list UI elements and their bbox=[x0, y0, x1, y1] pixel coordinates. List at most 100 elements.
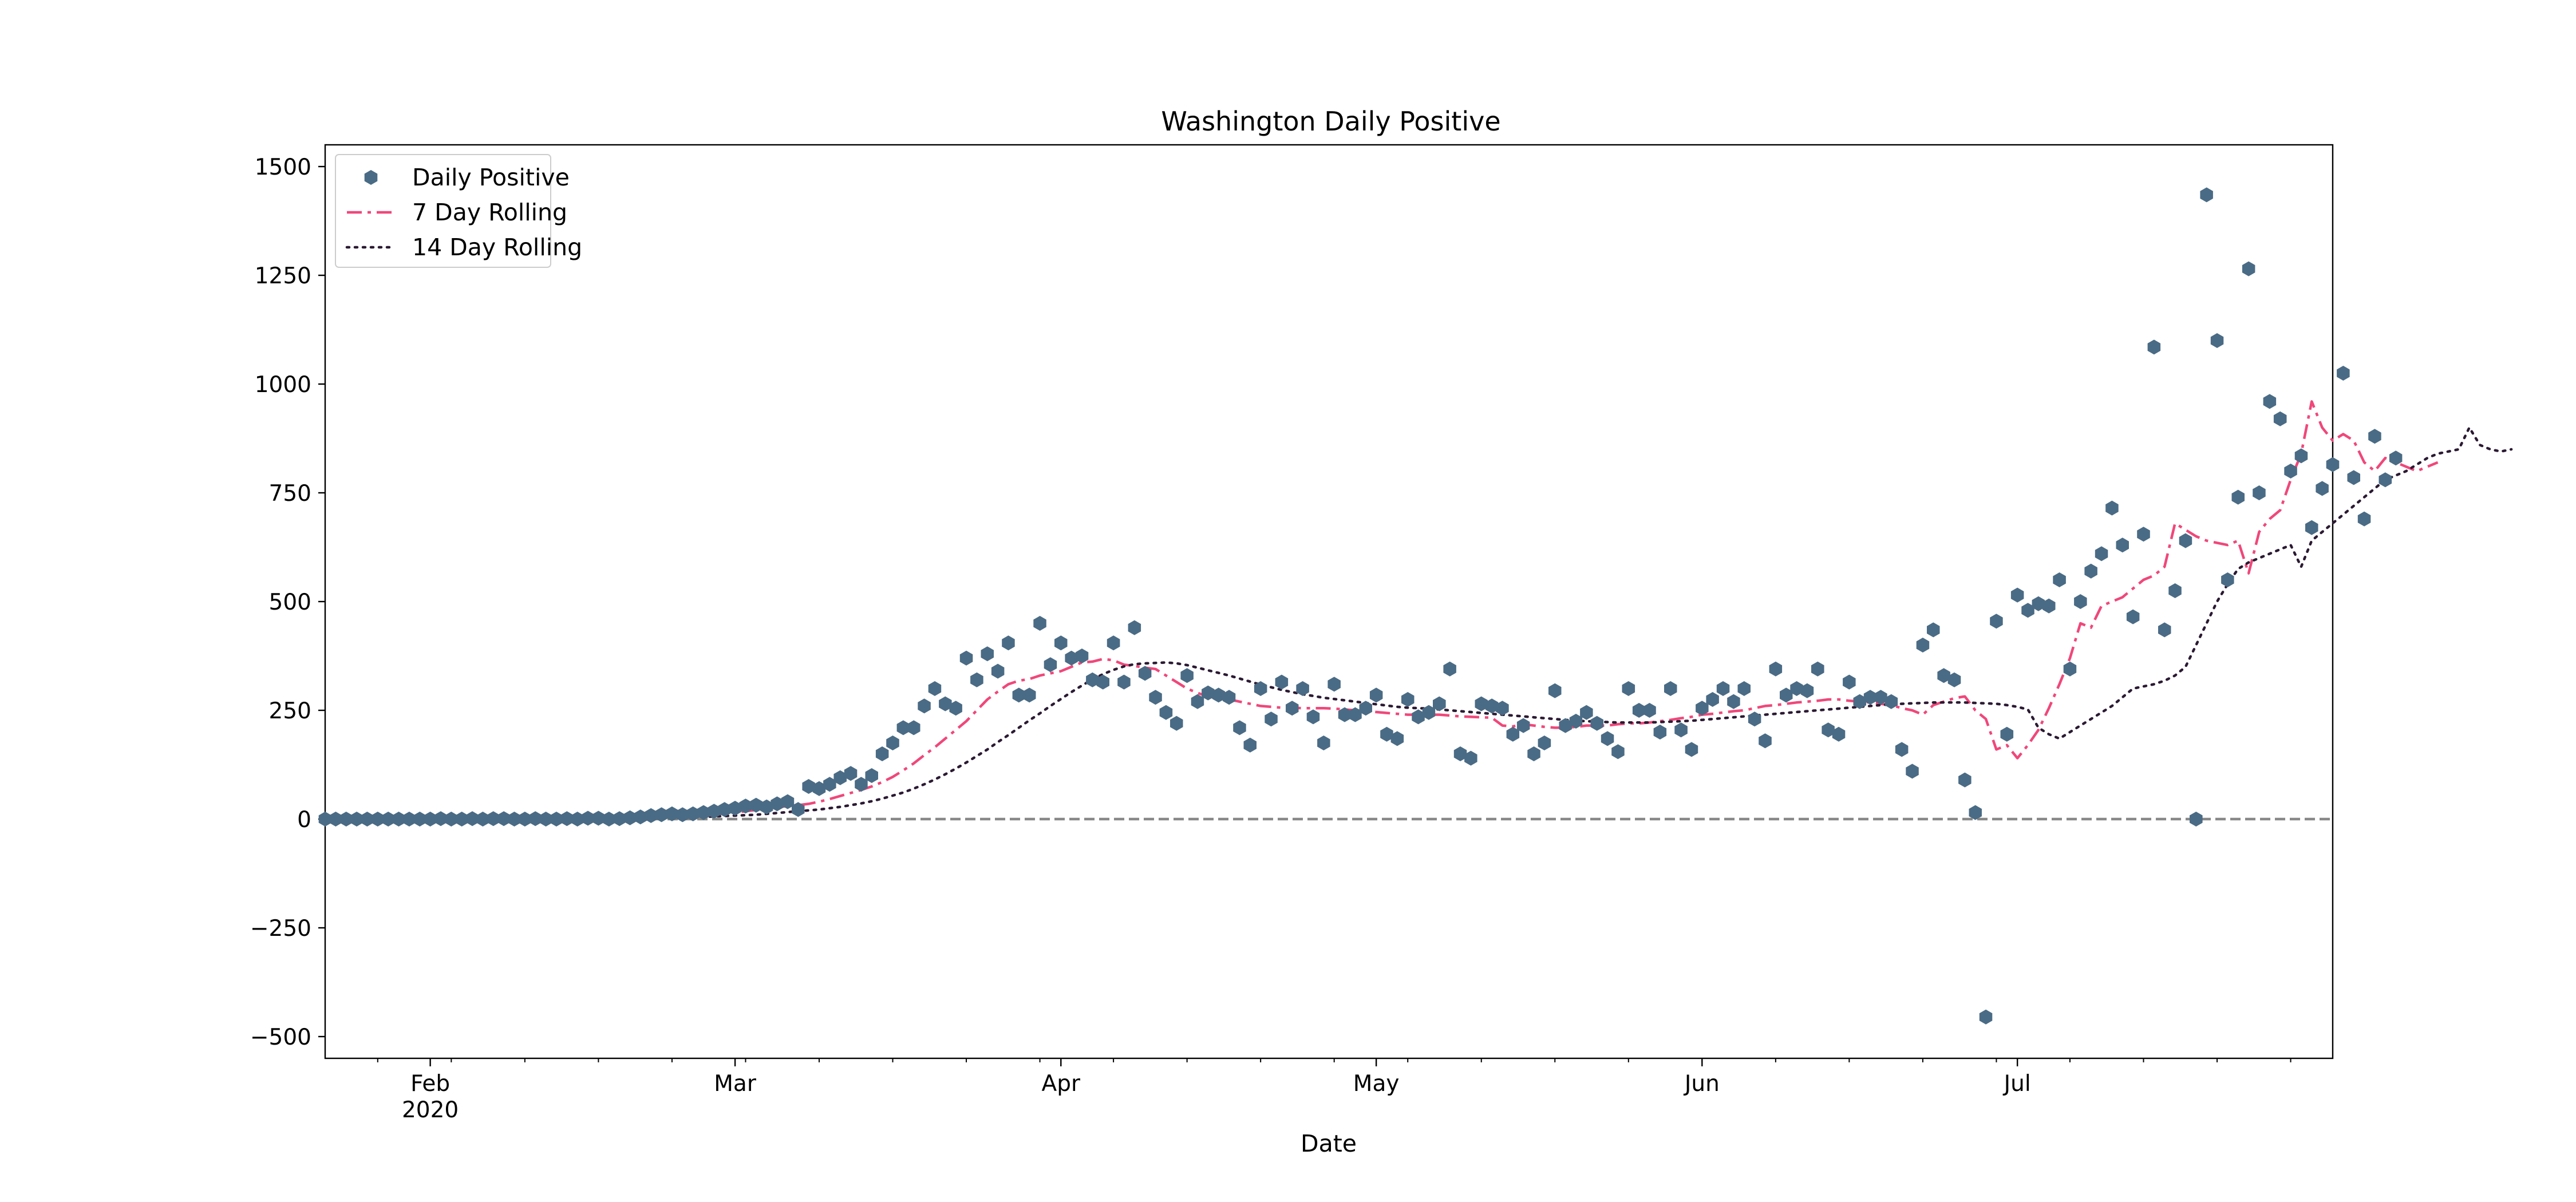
data-point bbox=[1496, 701, 1509, 716]
data-point bbox=[728, 801, 742, 816]
data-point bbox=[2221, 572, 2234, 587]
data-point bbox=[802, 779, 815, 794]
data-point bbox=[1916, 638, 1930, 653]
data-point bbox=[823, 777, 836, 792]
plot-frame bbox=[324, 144, 2334, 1059]
data-point bbox=[1475, 696, 1488, 711]
data-point bbox=[1727, 694, 1740, 709]
data-point bbox=[1390, 731, 1404, 746]
data-point bbox=[1653, 725, 1667, 740]
data-point bbox=[2095, 546, 2108, 562]
legend-marker bbox=[364, 170, 378, 185]
data-point bbox=[371, 812, 385, 827]
data-point bbox=[2305, 520, 2318, 535]
y-tick-label: −500 bbox=[250, 1025, 311, 1050]
data-point bbox=[529, 811, 542, 827]
data-point bbox=[865, 768, 878, 783]
data-point bbox=[1748, 711, 1761, 727]
data-point bbox=[1212, 687, 1225, 703]
data-point bbox=[1947, 672, 1961, 687]
data-point bbox=[539, 812, 552, 827]
data-point bbox=[1233, 720, 1246, 736]
data-point bbox=[792, 802, 805, 817]
data-point bbox=[2337, 366, 2350, 381]
y-tick-label: −250 bbox=[250, 916, 311, 942]
data-point bbox=[1516, 718, 1530, 733]
data-point bbox=[1822, 722, 1835, 738]
data-point bbox=[812, 781, 826, 796]
data-point bbox=[2074, 594, 2087, 609]
data-point bbox=[2284, 464, 2297, 479]
data-point bbox=[1464, 750, 1477, 766]
data-point bbox=[1317, 736, 1330, 750]
data-point bbox=[1759, 733, 1772, 749]
series-line-14-day-rolling bbox=[323, 426, 2513, 821]
data-point bbox=[1065, 650, 1078, 666]
data-point bbox=[1580, 705, 1593, 720]
data-point bbox=[329, 812, 342, 827]
data-point bbox=[1800, 683, 1814, 698]
data-point bbox=[424, 812, 437, 827]
data-point bbox=[2347, 470, 2360, 485]
data-point bbox=[1170, 715, 1183, 731]
data-point bbox=[1832, 726, 1846, 742]
data-point bbox=[1286, 701, 1299, 716]
data-point bbox=[2042, 598, 2056, 614]
data-point bbox=[739, 798, 752, 814]
data-point bbox=[1958, 772, 1971, 788]
data-point bbox=[550, 812, 563, 827]
data-point bbox=[634, 809, 647, 825]
data-point bbox=[2273, 411, 2287, 426]
data-point bbox=[1927, 622, 1940, 638]
data-point bbox=[928, 681, 942, 696]
data-point bbox=[1664, 681, 1677, 696]
data-point bbox=[2326, 457, 2340, 472]
data-point bbox=[1012, 687, 1026, 703]
data-point bbox=[581, 810, 595, 826]
data-point bbox=[2316, 481, 2329, 496]
data-point bbox=[1716, 681, 1730, 696]
data-point bbox=[1811, 661, 1824, 677]
data-point bbox=[1906, 764, 1919, 779]
data-point bbox=[1737, 681, 1751, 696]
x-tick-label: Jul bbox=[2002, 1071, 2031, 1097]
data-point bbox=[2158, 622, 2171, 638]
data-point bbox=[2179, 533, 2192, 548]
data-point bbox=[1559, 718, 1572, 733]
data-point bbox=[2379, 472, 2392, 488]
data-point bbox=[939, 696, 952, 711]
data-point bbox=[1874, 690, 1887, 705]
data-point bbox=[2147, 339, 2161, 355]
data-point bbox=[1191, 694, 1204, 709]
y-tick-label: 0 bbox=[297, 807, 311, 833]
x-tick-label: Apr bbox=[1042, 1071, 1081, 1097]
scatter-points bbox=[318, 187, 2403, 1025]
data-point bbox=[708, 804, 721, 819]
data-point bbox=[896, 720, 910, 736]
x-axis-label: Date bbox=[1301, 1130, 1357, 1157]
data-point bbox=[1159, 705, 1173, 720]
y-tick-label: 500 bbox=[269, 590, 311, 615]
chart-title: Washington Daily Positive bbox=[1161, 106, 1500, 137]
data-point bbox=[571, 812, 584, 827]
data-point bbox=[1401, 692, 1415, 707]
data-point bbox=[1790, 681, 1803, 696]
data-point bbox=[2000, 726, 2014, 742]
data-point bbox=[445, 812, 458, 827]
data-point bbox=[2137, 527, 2150, 542]
data-point bbox=[2368, 429, 2381, 444]
data-point bbox=[1086, 672, 1099, 687]
data-point bbox=[1128, 620, 1141, 635]
data-point bbox=[508, 812, 521, 827]
series-line-7-day-rolling bbox=[325, 400, 2439, 821]
data-point bbox=[1107, 635, 1120, 651]
data-point bbox=[361, 812, 374, 827]
data-point bbox=[413, 812, 426, 827]
data-point bbox=[2200, 187, 2213, 203]
data-point bbox=[1338, 707, 1352, 722]
data-point bbox=[2294, 448, 2308, 464]
data-point bbox=[1780, 687, 1793, 703]
data-point bbox=[560, 811, 574, 827]
data-point bbox=[1359, 701, 1372, 716]
data-point bbox=[2210, 333, 2224, 348]
